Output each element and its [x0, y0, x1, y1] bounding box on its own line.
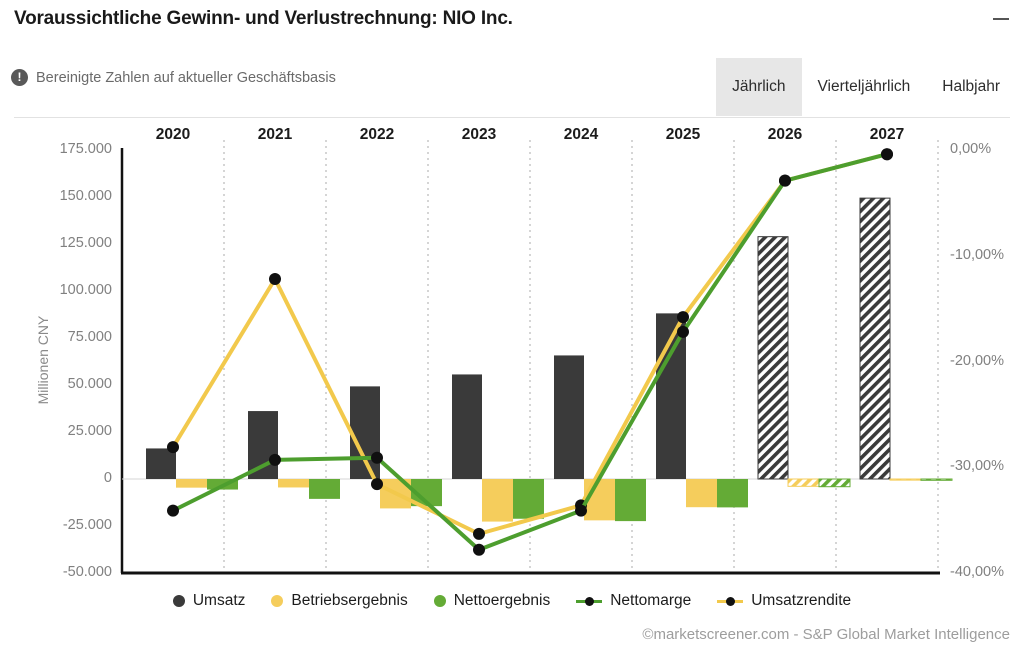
line-nettomarge	[171, 152, 889, 552]
bar-umsatz-2025	[656, 313, 686, 479]
adjusted-figures-note: Bereinigte Zahlen auf aktueller Geschäft…	[36, 70, 336, 86]
bar-umsatz-2022	[350, 386, 380, 479]
point-nettomarge-2022[interactable]	[371, 451, 383, 464]
bar-nettoergebnis-2027	[920, 478, 953, 481]
y-axis-tick-right: -20,00%	[950, 352, 1005, 369]
bar-umsatz-2026	[757, 236, 789, 480]
legend-swatch-nettomarge	[576, 595, 603, 607]
x-axis-year-2023: 2023	[461, 126, 497, 143]
tab-halbjahr[interactable]: Halbjahr	[942, 78, 1000, 95]
bar-nettoergebnis-2022	[411, 479, 442, 507]
line-umsatzrendite	[171, 152, 889, 536]
point-umsatzrendite-2024[interactable]	[575, 499, 587, 512]
y-axis-tick-right: -10,00%	[950, 246, 1005, 263]
point-umsatzrendite-2026[interactable]	[779, 174, 791, 187]
point-nettomarge-2025[interactable]	[677, 325, 689, 338]
panel-header: Voraussichtliche Gewinn- und Verlustrech…	[0, 0, 1024, 44]
bar-betriebsergebnis-2022	[380, 479, 411, 509]
exclamation-circle-icon	[11, 68, 28, 87]
bar-nettoergebnis-2023	[513, 479, 544, 519]
y-axis-label-left: Millionen CNY	[35, 315, 51, 405]
x-axis-year-2024: 2024	[563, 126, 599, 143]
point-umsatzrendite-2027[interactable]	[881, 148, 893, 161]
bar-betriebsergebnis-2020	[176, 479, 207, 488]
y-axis-tick-left: 125.000	[59, 235, 112, 251]
period-tabs: Jährlich Vierteljährlich Halbjahr	[716, 58, 1016, 116]
tab-vierteljaehrlich[interactable]: Vierteljährlich	[817, 78, 911, 95]
bar-betriebsergebnis-2027	[889, 478, 922, 481]
y-axis-tick-left: 150.000	[59, 188, 112, 204]
legend-item-umsatzrendite[interactable]: Umsatzrendite	[717, 592, 851, 610]
y-axis-tick-right: 0,00%	[950, 141, 992, 157]
bar-umsatz-2021	[248, 411, 278, 479]
copyright-credit: ©marketscreener.com - S&P Global Market …	[642, 626, 1010, 643]
bar-nettoergebnis-2026	[818, 478, 851, 488]
legend-label-umsatz: Umsatz	[192, 592, 246, 609]
legend-swatch-betriebsergebnis	[271, 595, 284, 607]
legend-item-umsatz[interactable]: Umsatz	[172, 592, 246, 610]
point-umsatzrendite-2025[interactable]	[677, 311, 689, 324]
legend-swatch-umsatz	[172, 595, 185, 607]
point-umsatzrendite-2023[interactable]	[473, 527, 485, 540]
legend-swatch-umsatzrendite	[717, 595, 744, 607]
y-axis-tick-left: 100.000	[59, 282, 112, 298]
x-axis-year-2020: 2020	[155, 126, 191, 143]
bar-betriebsergebnis-2021	[278, 479, 309, 488]
legend-item-nettoergebnis[interactable]: Nettoergebnis	[433, 592, 551, 610]
legend-label-umsatzrendite: Umsatzrendite	[751, 592, 852, 609]
header-divider	[14, 117, 1010, 118]
y-axis-tick-left: 175.000	[59, 141, 112, 157]
bar-betriebsergebnis-2025	[686, 479, 717, 508]
y-axis-tick-left: 75.000	[67, 329, 112, 345]
bar-umsatz-2023	[452, 374, 482, 479]
y-axis-tick-left: 50.000	[67, 376, 112, 392]
y-axis-tick-left: -50.000	[62, 564, 112, 580]
legend-swatch-nettoergebnis	[433, 595, 446, 607]
legend-label-nettoergebnis: Nettoergebnis	[453, 592, 551, 609]
y-axis-tick-left: 0	[103, 470, 112, 486]
bar-nettoergebnis-2024	[615, 479, 646, 522]
point-nettomarge-2023[interactable]	[473, 543, 485, 556]
point-nettomarge-2027[interactable]	[881, 148, 893, 161]
page-title: Voraussichtliche Gewinn- und Verlustrech…	[14, 8, 513, 29]
bar-betriebsergebnis-2023	[482, 479, 513, 522]
point-umsatzrendite-2020[interactable]	[167, 441, 179, 454]
point-nettomarge-2020[interactable]	[167, 504, 179, 517]
bar-betriebsergebnis-2026	[787, 478, 820, 487]
tab-jaehrlich[interactable]: Jährlich	[716, 58, 802, 116]
point-umsatzrendite-2021[interactable]	[269, 273, 281, 286]
subheader-bar: Bereinigte Zahlen auf aktueller Geschäft…	[0, 58, 1024, 116]
legend-item-nettomarge[interactable]: Nettomarge	[576, 592, 691, 610]
legend-label-nettomarge: Nettomarge	[610, 592, 692, 609]
minimize-icon[interactable]	[992, 10, 1010, 28]
point-nettomarge-2024[interactable]	[575, 504, 587, 517]
y-axis-tick-right: -40,00%	[950, 564, 1005, 580]
point-nettomarge-2021[interactable]	[269, 453, 281, 466]
chart-legend: Umsatz Betriebsergebnis Nettoergebnis Ne…	[0, 592, 1024, 610]
x-axis-year-2022: 2022	[359, 126, 395, 143]
x-axis-year-2021: 2021	[257, 126, 293, 143]
bar-nettoergebnis-2025	[717, 479, 748, 508]
x-axis-year-2027: 2027	[869, 126, 905, 143]
point-umsatzrendite-2022[interactable]	[371, 478, 383, 491]
legend-label-betriebsergebnis: Betriebsergebnis	[291, 592, 408, 609]
legend-item-betriebsergebnis[interactable]: Betriebsergebnis	[271, 592, 408, 610]
y-axis-tick-left: 25.000	[67, 423, 112, 439]
bar-umsatz-2027	[859, 197, 891, 480]
bar-nettoergebnis-2021	[309, 479, 340, 499]
bar-umsatz-2020	[146, 448, 176, 479]
y-axis-tick-right: -30,00%	[950, 458, 1005, 475]
bar-nettoergebnis-2020	[207, 479, 238, 490]
bar-betriebsergebnis-2024	[584, 479, 615, 521]
y-axis-tick-left: -25.000	[62, 517, 112, 533]
bar-umsatz-2024	[554, 355, 584, 479]
x-axis-year-2025: 2025	[665, 126, 701, 143]
x-axis-year-2026: 2026	[767, 126, 803, 143]
point-nettomarge-2026[interactable]	[779, 174, 791, 187]
